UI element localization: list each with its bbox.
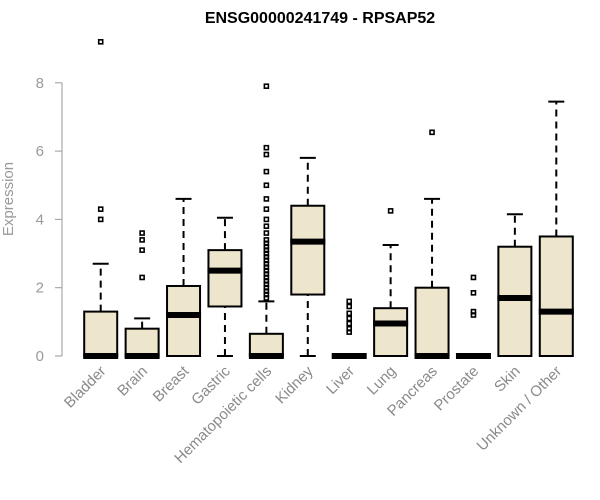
x-category-label: Prostate — [431, 363, 483, 415]
iqr-box — [373, 307, 409, 358]
iqr-box — [124, 327, 160, 357]
outlier-point — [346, 303, 353, 310]
outlier-point — [470, 290, 477, 296]
box-group — [331, 298, 367, 359]
outlier-point — [429, 129, 435, 136]
outlier-point — [346, 310, 353, 317]
iqr-box — [166, 284, 202, 357]
iqr-box — [414, 286, 450, 358]
outlier-point — [139, 247, 145, 253]
outlier-point — [97, 216, 104, 223]
outlier-point — [346, 298, 353, 305]
box-group — [538, 100, 574, 358]
outlier-point — [346, 315, 353, 322]
y-tick-label: 4 — [36, 211, 44, 228]
iqr-box — [497, 245, 533, 357]
outlier-point — [263, 206, 270, 212]
iqr-box — [538, 235, 574, 358]
x-category-label: Brain — [114, 363, 151, 400]
outlier-point — [346, 325, 353, 332]
box-group — [207, 216, 243, 357]
outlier-point — [263, 144, 270, 151]
outlier-point — [263, 168, 270, 175]
chart-title: ENSG00000241749 - RPSAP52 — [205, 10, 435, 27]
box-series — [83, 39, 574, 359]
outlier-point — [263, 230, 270, 236]
outlier-point — [139, 237, 145, 243]
outlier-point — [346, 320, 353, 327]
y-tick-label: 6 — [36, 143, 44, 160]
outlier-point — [470, 308, 477, 315]
x-category-label: Kidney — [272, 362, 317, 407]
iqr-box — [290, 204, 326, 296]
outlier-point — [263, 223, 270, 230]
box-group — [166, 197, 202, 357]
box-group — [290, 156, 326, 357]
box-group — [248, 83, 284, 359]
outlier-point — [263, 237, 270, 243]
outlier-point — [263, 196, 270, 202]
x-category-label: Skin — [491, 363, 524, 396]
x-category-label: Breast — [150, 362, 193, 405]
box-group — [455, 274, 491, 359]
iqr-box — [207, 249, 243, 308]
outlier-point — [263, 182, 270, 189]
outlier-point — [97, 206, 104, 212]
x-category-label: Bladder — [61, 363, 110, 412]
y-tick-label: 2 — [36, 280, 44, 297]
iqr-box — [83, 310, 119, 358]
y-axis: 0 2 4 6 8 — [36, 75, 63, 365]
x-category-label: Liver — [323, 363, 358, 398]
outlier-point — [470, 274, 477, 281]
box-group — [373, 208, 409, 358]
outlier-point — [139, 274, 145, 281]
outlier-point — [263, 216, 270, 223]
box-group — [124, 230, 160, 359]
y-tick-label: 8 — [36, 75, 44, 92]
outlier-point — [139, 230, 145, 236]
box-group — [83, 39, 119, 359]
y-axis-label: Expression — [0, 162, 17, 236]
outlier-point — [263, 83, 270, 90]
outlier-point — [387, 208, 394, 214]
x-category-label: Lung — [364, 363, 400, 399]
y-tick-label: 0 — [36, 348, 44, 365]
iqr-box — [248, 332, 284, 357]
box-group — [414, 129, 450, 359]
outlier-point — [97, 39, 104, 45]
outlier-point — [263, 151, 270, 158]
box-group — [497, 213, 533, 357]
